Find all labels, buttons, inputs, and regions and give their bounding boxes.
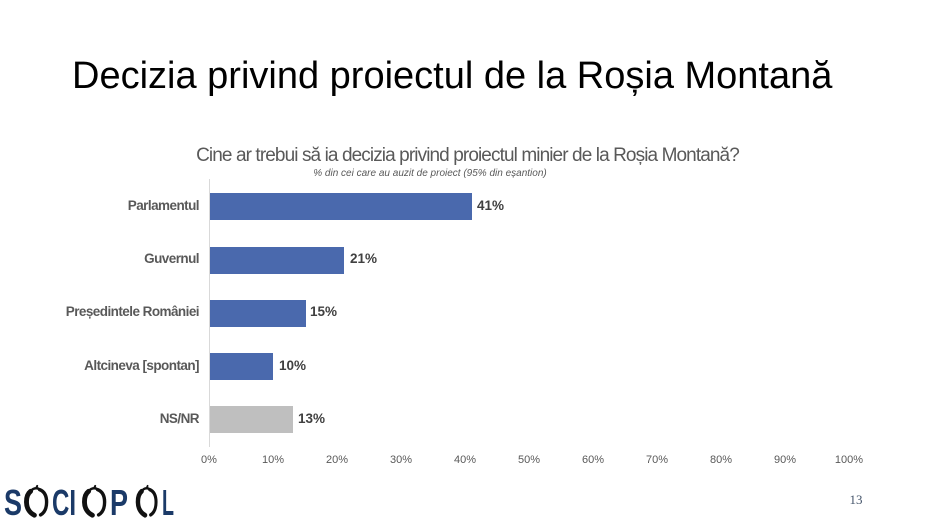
svg-text:P: P	[110, 482, 128, 521]
svg-text:S: S	[4, 482, 22, 521]
svg-text:L: L	[162, 482, 174, 521]
svg-text:CI: CI	[52, 482, 76, 521]
